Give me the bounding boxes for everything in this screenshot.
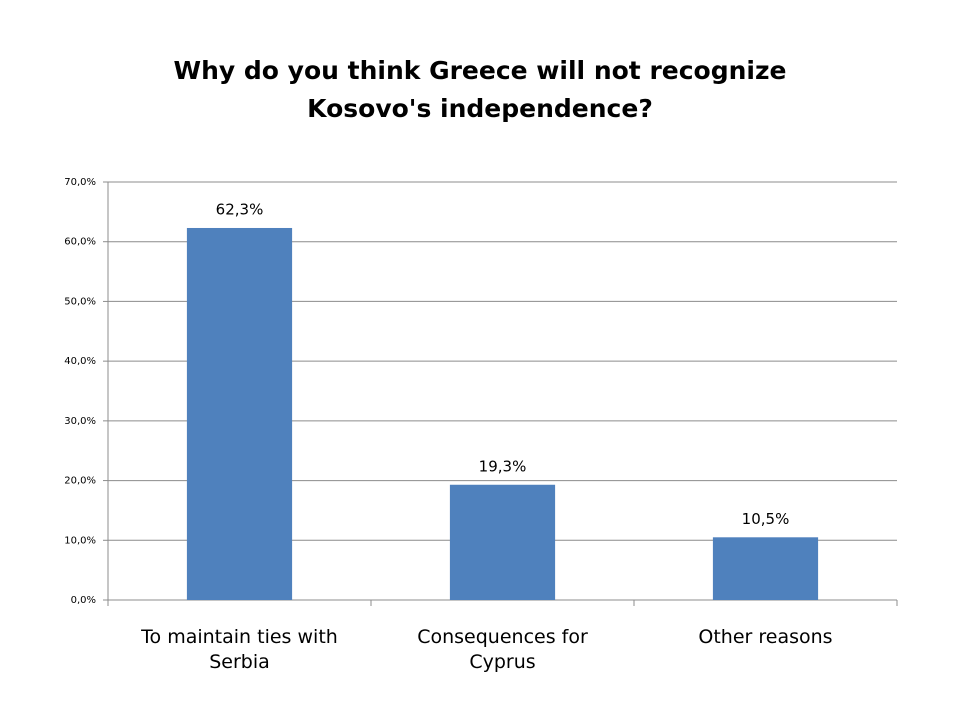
y-tick-label: 20,0% <box>64 476 96 487</box>
chart-title: Why do you think Greece will not recogni… <box>173 56 787 123</box>
y-tick-label: 0,0% <box>71 595 96 606</box>
bar <box>449 484 556 600</box>
bar <box>712 537 819 600</box>
x-tick-label: Consequences for Cyprus <box>417 626 588 673</box>
y-tick-label: 70,0% <box>64 177 96 188</box>
y-tick-label: 10,0% <box>64 535 96 546</box>
x-tick-label: To maintain ties with Serbia <box>141 626 338 673</box>
data-label: 10,5% <box>742 510 790 528</box>
data-label: 62,3% <box>216 200 264 218</box>
y-tick-label: 50,0% <box>64 296 96 307</box>
data-label: 19,3% <box>479 457 527 475</box>
y-tick-label: 30,0% <box>64 416 96 427</box>
x-tick-label: Other reasons <box>698 626 833 648</box>
bar <box>186 227 293 601</box>
y-tick-label: 40,0% <box>64 356 96 367</box>
y-tick-label: 60,0% <box>64 237 96 248</box>
